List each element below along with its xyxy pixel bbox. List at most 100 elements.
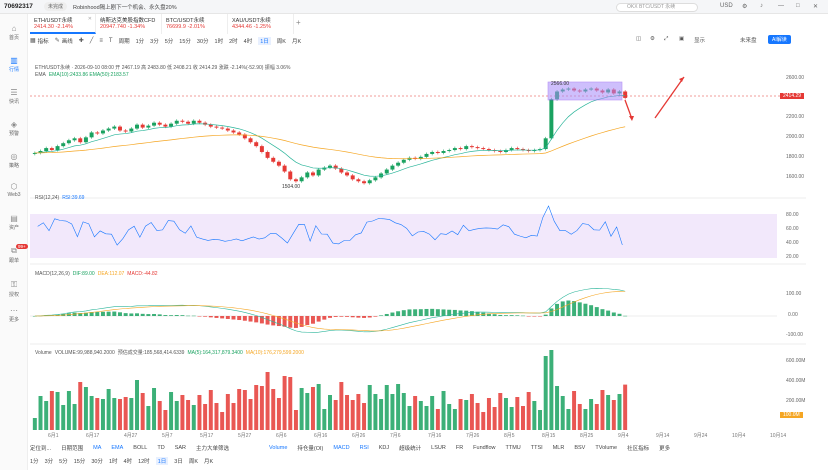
- gear-icon[interactable]: ⚙: [742, 4, 748, 10]
- interval-3m[interactable]: 3分: [150, 38, 159, 45]
- community-indicator[interactable]: 社区指标: [627, 445, 650, 452]
- pointer-icon[interactable]: ✚: [78, 38, 84, 44]
- indicator-rsi[interactable]: RSI: [359, 444, 369, 451]
- interval-2h[interactable]: 2时: [229, 38, 238, 45]
- interval-1h[interactable]: 1时: [214, 38, 224, 45]
- indicator-bsv[interactable]: BSV: [574, 444, 586, 451]
- close-icon[interactable]: ✕: [813, 4, 819, 10]
- indicator-ma[interactable]: MA: [93, 444, 102, 451]
- line-icon[interactable]: ╱: [89, 38, 94, 44]
- volume-bar: [350, 400, 355, 430]
- indicator-kdj[interactable]: KDJ: [378, 444, 390, 451]
- indicator-button[interactable]: ▦ 指标: [30, 38, 49, 45]
- indicator-oi[interactable]: 持仓量(OI): [297, 445, 324, 452]
- layout-icon[interactable]: ▣: [679, 36, 685, 42]
- text-icon[interactable]: T: [108, 37, 113, 44]
- currency-select[interactable]: USD: [720, 3, 733, 9]
- macd-bar: [135, 313, 139, 316]
- bottom-interval-active[interactable]: 1日: [155, 457, 169, 465]
- indicator-lsur[interactable]: LSUR: [431, 444, 446, 451]
- tab-xau[interactable]: XAU/USDT永续 4344.46 -1.25%: [228, 14, 294, 34]
- camera-icon[interactable]: ◫: [636, 36, 642, 42]
- indicator-ema[interactable]: EMA: [111, 444, 124, 451]
- indicator-ttmu[interactable]: TTMU: [505, 444, 521, 451]
- period-button[interactable]: 周期: [118, 38, 130, 45]
- sidebar-item-assets[interactable]: ▤ 资产: [0, 214, 28, 231]
- interval-30m[interactable]: 30分: [196, 38, 209, 45]
- fullscreen-icon[interactable]: ⤢: [664, 36, 669, 42]
- fib-icon[interactable]: ≡: [99, 37, 103, 44]
- more-indicators[interactable]: 更多: [659, 445, 671, 452]
- macd-bar: [140, 313, 145, 316]
- account-id[interactable]: 70692317: [4, 3, 33, 10]
- sidebar-item-web3[interactable]: ⬡ Web3: [0, 182, 28, 198]
- indicator-ttsi[interactable]: TTSI: [530, 444, 543, 451]
- sidebar-item-market[interactable]: ▥ 行情: [0, 56, 28, 73]
- interval-1mo[interactable]: 月K: [291, 38, 302, 45]
- interval-15m[interactable]: 15分: [179, 38, 191, 45]
- bottom-interval[interactable]: 1时: [108, 459, 118, 465]
- sidebar-item-news[interactable]: ☰ 快讯: [0, 88, 28, 105]
- indicator-sar[interactable]: SAR: [174, 444, 187, 451]
- interval-5m[interactable]: 5分: [164, 38, 174, 45]
- sidebar-item-home[interactable]: ⌂ 首页: [0, 24, 28, 41]
- bottom-interval[interactable]: 4时: [123, 459, 133, 465]
- volume-bar: [560, 396, 565, 430]
- indicator-tvolume[interactable]: TVolume: [595, 444, 618, 451]
- status-badge[interactable]: 未完成: [44, 2, 68, 11]
- bell-icon[interactable]: ♪: [760, 3, 763, 9]
- date-range-button[interactable]: 日期范围: [61, 445, 84, 452]
- sidebar-item-more[interactable]: ⋯ 更多: [0, 306, 28, 323]
- indicator-fundflow[interactable]: Fundflow: [473, 444, 496, 451]
- candle-body: [441, 151, 446, 153]
- ai-button[interactable]: AI解读: [768, 35, 791, 44]
- indicator-macd[interactable]: MACD: [333, 444, 350, 451]
- bottom-interval[interactable]: 1分: [30, 459, 39, 465]
- sidebar-item-strategy[interactable]: ◎ 策略: [0, 152, 28, 169]
- sidebar-item-auth[interactable]: ⚿ 授权: [0, 280, 28, 298]
- candle-body: [225, 128, 230, 131]
- tab-btc[interactable]: BTC/USDT永续 76699.9 -2.01%: [162, 14, 228, 34]
- future-button[interactable]: 未来盘: [740, 38, 757, 44]
- candle-body: [418, 156, 423, 159]
- indicator-td[interactable]: TD: [157, 444, 165, 451]
- display-button[interactable]: 显示: [694, 38, 706, 44]
- tab-eth[interactable]: ETH/USDT永续 2414.30 -2.14% ✕: [30, 14, 96, 34]
- search-input[interactable]: OKX BTC/USDT 永续: [616, 3, 698, 12]
- tab-nasdaq[interactable]: 纳斯达克美股指数CFD 20947.740 -1.34%: [96, 14, 162, 34]
- locate-button[interactable]: 定位到...: [30, 445, 52, 452]
- volume-bar: [214, 403, 219, 430]
- interval-1d[interactable]: 1日: [258, 36, 271, 45]
- interval-4h[interactable]: 4时: [243, 38, 253, 45]
- interval-1w[interactable]: 周K: [276, 38, 286, 45]
- bottom-interval[interactable]: 15分: [73, 459, 86, 465]
- indicator-volume[interactable]: Volume: [269, 444, 288, 451]
- date-tick: 6月6: [276, 433, 287, 439]
- interval-1m[interactable]: 1分: [135, 38, 145, 45]
- indicator-boll[interactable]: BOLL: [133, 444, 148, 451]
- indicator-stats[interactable]: 超级统计: [399, 445, 422, 452]
- macd-bar: [469, 311, 474, 316]
- bottom-interval[interactable]: 12时: [138, 459, 150, 465]
- maximize-icon[interactable]: □: [796, 3, 800, 9]
- add-tab-icon[interactable]: +: [296, 18, 301, 27]
- macd-bar: [623, 315, 628, 317]
- indicator-bigorder[interactable]: 主力大单筛选: [196, 445, 230, 452]
- bottom-interval[interactable]: 周K: [188, 459, 198, 465]
- bottom-interval[interactable]: 5分: [59, 459, 68, 465]
- close-icon[interactable]: ✕: [87, 16, 92, 22]
- candle-body: [191, 120, 196, 124]
- sidebar-item-copy[interactable]: 99+ ⧉ 跟单: [0, 244, 28, 264]
- bottom-interval[interactable]: 3分: [44, 459, 54, 465]
- bottom-interval[interactable]: 月K: [203, 459, 214, 465]
- indicator-fr[interactable]: FR: [455, 444, 464, 451]
- bottom-interval[interactable]: 30分: [91, 459, 103, 465]
- news-ticker[interactable]: Robinhood隔上剧下一个机会、永久盘20%: [73, 4, 177, 11]
- sidebar-item-alert[interactable]: ◈ 预警: [0, 120, 28, 137]
- draw-button[interactable]: ✎ 画线: [54, 38, 73, 45]
- settings-icon[interactable]: ⚙: [650, 36, 655, 42]
- minimize-icon[interactable]: —: [778, 3, 784, 9]
- indicator-mlr[interactable]: MLR: [552, 444, 565, 451]
- bottom-interval[interactable]: 3日: [174, 459, 183, 465]
